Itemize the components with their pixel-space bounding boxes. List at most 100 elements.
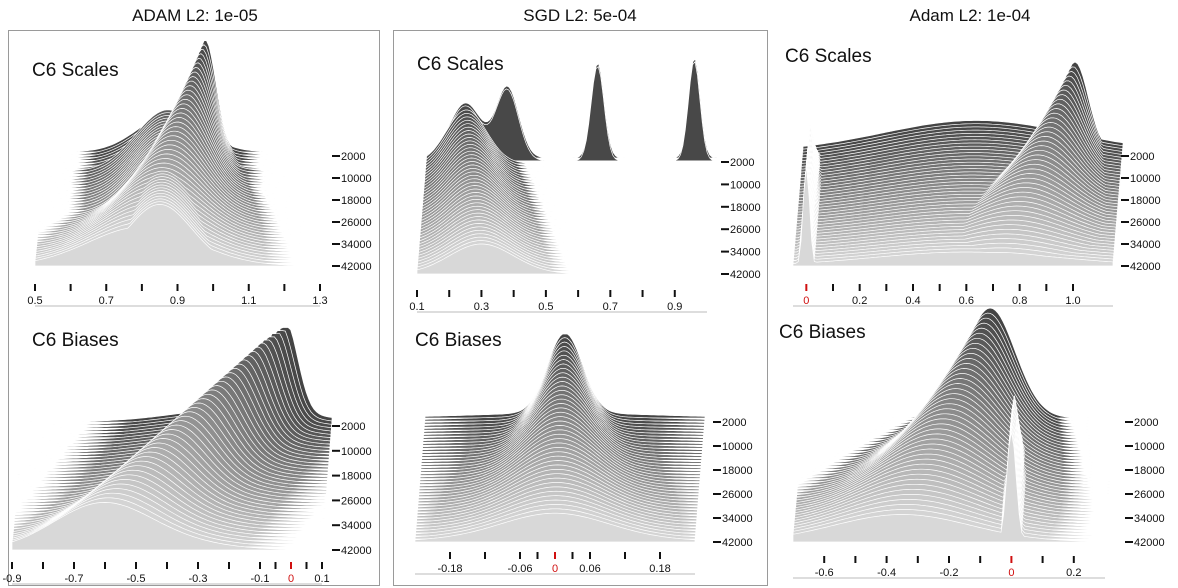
step-label-2000: 2000 [341,151,365,163]
step-label-42000: 42000 [341,545,372,557]
ridge-step-1 [426,61,717,162]
x-tick-label-0.7: 0.7 [603,301,618,313]
ridge-step-41 [11,502,323,551]
ridge-step-41 [414,512,696,543]
x-tick-label-0.1: 0.1 [314,573,329,585]
step-label-26000: 26000 [730,224,761,236]
ridge-chart-sgd-5e-04-biases: C6 Biases 2000 10000 18000 26000 34000 42000 -0… [414,330,753,575]
x-tick-label-0.1: 0.1 [409,301,424,313]
x-tick-label-0.8: 0.8 [1012,295,1027,307]
step-label-18000: 18000 [341,195,372,207]
column-title-adam-1e-05: ADAM L2: 1e-05 [132,6,258,25]
step-label-18000: 18000 [722,465,753,477]
step-label-10000: 10000 [1134,441,1165,453]
step-label-10000: 10000 [341,446,372,458]
x-tick-label-0.18: 0.18 [649,563,670,575]
step-label-2000: 2000 [1134,417,1158,429]
step-label-10000: 10000 [722,441,753,453]
column-frame-adam-1e-05 [8,30,380,586]
ridge-series [11,327,333,551]
x-tick-label--0.5: -0.5 [127,573,146,585]
step-label-2000: 2000 [1130,151,1154,163]
panel-title: C6 Scales [785,46,872,67]
step-label-42000: 42000 [1134,537,1165,549]
x-tick-label-0.9: 0.9 [667,301,682,313]
ridge-step-32 [794,140,1116,242]
x-tick-label-1.3: 1.3 [312,295,327,307]
ridge-series [792,307,1115,543]
x-tick-label-0.3: 0.3 [474,301,489,313]
step-label-18000: 18000 [730,202,761,214]
step-label-2000: 2000 [730,157,754,169]
x-tick-label-0: 0 [288,573,294,585]
ridge-chart-adam-1e-04-scales: C6 Scales 2000 10000 18000 26000 34000 42000 0 0… [785,46,1161,307]
x-tick-label--0.06: -0.06 [507,563,532,575]
ridge-series [792,61,1124,267]
x-tick-label-0.2: 0.2 [1066,567,1081,579]
ridge-step-35 [794,149,1115,250]
x-tick-label--0.1: -0.1 [251,573,270,585]
ridge-step-36 [793,152,1115,253]
x-tick-label-0: 0 [552,563,558,575]
step-label-42000: 42000 [730,269,761,281]
x-tick-label-0.7: 0.7 [99,295,114,307]
ridge-step-40 [792,163,1114,264]
step-label-26000: 26000 [341,495,372,507]
ridge-step-2 [426,109,717,165]
panel-title: C6 Biases [32,330,119,351]
column-title-sgd-5e-04: SGD L2: 5e-04 [523,6,637,25]
ridge-step-37 [793,154,1115,256]
x-tick-label--0.2: -0.2 [940,567,959,579]
ridge-step-38 [793,422,1107,534]
step-label-34000: 34000 [730,247,761,259]
column-title-adam-1e-04: Adam L2: 1e-04 [909,6,1031,25]
ridge-step-41 [792,431,1106,543]
step-label-26000: 26000 [1130,217,1161,229]
step-label-34000: 34000 [1130,239,1161,251]
x-tick-label-0.2: 0.2 [852,295,867,307]
step-label-26000: 26000 [722,489,753,501]
x-tick-label--0.7: -0.7 [65,573,84,585]
step-label-26000: 26000 [1134,489,1165,501]
step-label-10000: 10000 [1130,173,1161,185]
panel-title: C6 Scales [417,54,504,75]
x-tick-label-0.6: 0.6 [959,295,974,307]
step-label-42000: 42000 [722,537,753,549]
ridge-series [414,333,706,543]
step-label-34000: 34000 [722,513,753,525]
ridge-step-34 [794,146,1116,247]
x-tick-label--0.18: -0.18 [437,563,462,575]
ridge-series [34,40,330,267]
step-label-34000: 34000 [341,520,372,532]
x-tick-label-1.1: 1.1 [241,295,256,307]
ridge-step-33 [794,143,1116,245]
step-label-42000: 42000 [1130,261,1161,273]
ridge-step-41 [792,165,1114,267]
x-tick-label-0: 0 [803,295,809,307]
x-tick-label-0.9: 0.9 [170,295,185,307]
panel-title: C6 Biases [779,322,866,343]
column-frame-sgd-5e-04 [393,30,768,586]
x-tick-label--0.4: -0.4 [877,567,896,579]
step-label-2000: 2000 [341,421,365,433]
x-tick-label-0.5: 0.5 [27,295,42,307]
step-label-34000: 34000 [341,239,372,251]
step-label-18000: 18000 [1134,465,1165,477]
ridge-step-39 [793,160,1114,261]
step-label-10000: 10000 [730,179,761,191]
ridge-chart-adam-1e-04-biases: C6 Biases 2000 10000 18000 26000 34000 42000 -0… [779,307,1165,579]
panel-title: C6 Scales [32,60,119,81]
ridge-series [416,58,718,275]
step-label-18000: 18000 [341,471,372,483]
x-tick-label--0.3: -0.3 [189,573,208,585]
ridge-step-37 [793,419,1107,531]
step-label-34000: 34000 [1134,513,1165,525]
ridge-step-38 [793,157,1115,259]
ridge-step-39 [793,425,1106,537]
ridge-step-41 [416,243,707,275]
ridge-step-36 [793,416,1107,528]
x-tick-label-1.0: 1.0 [1065,295,1080,307]
x-tick-label-0.5: 0.5 [538,301,553,313]
panel-title: C6 Biases [415,330,502,351]
x-tick-label--0.6: -0.6 [815,567,834,579]
